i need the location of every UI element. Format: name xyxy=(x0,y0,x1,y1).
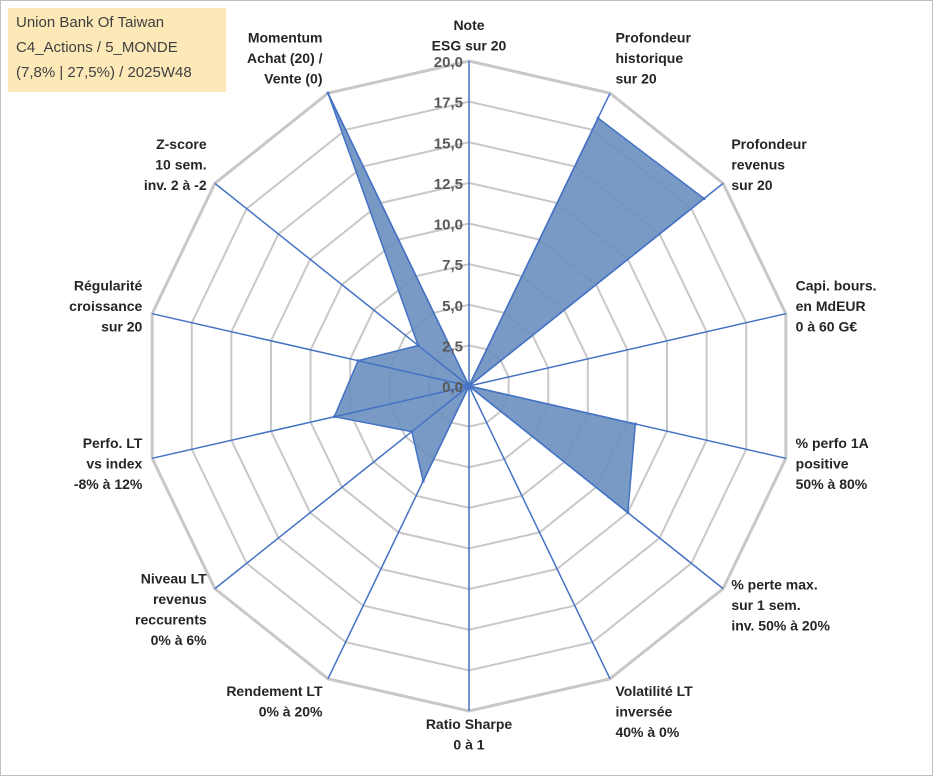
axis-label-13: Momentum Achat (20) / Vente (0) xyxy=(247,29,323,86)
axis-label-4-line-2: 50% à 80% xyxy=(796,476,868,492)
data-point-12 xyxy=(416,343,420,347)
tick-label-1: 2,5 xyxy=(442,338,463,355)
axis-label-9: Niveau LT revenus reccurents 0% à 6% xyxy=(135,571,207,649)
axis-label-12: Z-score 10 sem. inv. 2 à -2 xyxy=(144,136,207,193)
axis-label-3-line-1: en MdEUR xyxy=(796,298,866,314)
tick-label-6: 15,0 xyxy=(434,135,463,152)
axis-label-7: Ratio Sharpe 0 à 1 xyxy=(426,716,513,753)
spoke-5 xyxy=(468,385,724,590)
axis-label-5: % perte max. sur 1 sem. inv. 50% à 20% xyxy=(731,577,830,634)
axis-label-6-line-2: 40% à 0% xyxy=(615,724,679,740)
axis-label-6-line-1: inversée xyxy=(615,704,672,720)
data-point-7 xyxy=(467,384,471,388)
tick-label-8: 20,0 xyxy=(434,54,463,71)
axis-label-9-line-0: Niveau LT xyxy=(141,571,207,587)
axis-label-4-line-0: % perfo 1A xyxy=(796,435,869,451)
spoke-11 xyxy=(151,312,470,387)
data-point-9 xyxy=(410,430,414,434)
axis-label-8-line-0: Rendement LT xyxy=(226,683,323,699)
axis-label-0: Note ESG sur 20 xyxy=(432,17,507,54)
data-point-4 xyxy=(633,422,637,426)
axis-label-8-line-1: 0% à 20% xyxy=(259,704,323,720)
axis-label-6-line-0: Volatilité LT xyxy=(615,683,693,699)
axis-label-9-line-3: 0% à 6% xyxy=(151,632,208,648)
axis-label-0-line-1: ESG sur 20 xyxy=(432,38,507,54)
axis-label-9-line-2: reccurents xyxy=(135,612,207,628)
axis-label-10: Perfo. LT vs index -8% à 12% xyxy=(74,435,143,492)
tick-label-2: 5,0 xyxy=(442,298,463,315)
axis-label-13-line-0: Momentum xyxy=(248,29,323,45)
data-point-5 xyxy=(626,511,630,515)
data-point-11 xyxy=(356,359,360,363)
spoke-6 xyxy=(468,385,611,680)
info-line-category: C4_Actions / 5_MONDE xyxy=(16,39,178,56)
spoke-10 xyxy=(151,385,470,460)
axis-label-1-line-1: historique xyxy=(615,50,683,66)
axis-label-12-line-0: Z-score xyxy=(156,136,207,152)
axis-label-0-line-0: Note xyxy=(453,17,484,33)
axis-label-3: Capi. bours. en MdEUR 0 à 60 G€ xyxy=(796,278,877,335)
axis-label-12-line-1: 10 sem. xyxy=(155,156,206,172)
axis-label-1-line-2: sur 20 xyxy=(615,70,656,86)
tick-label-0: 0,0 xyxy=(442,379,463,396)
info-line-company: Union Bank Of Taiwan xyxy=(16,14,165,31)
axis-label-2: Profondeur revenus sur 20 xyxy=(731,136,807,193)
axis-label-13-line-1: Achat (20) / xyxy=(247,50,323,66)
axis-label-5-line-2: inv. 50% à 20% xyxy=(731,618,830,634)
spoke-1 xyxy=(468,92,611,387)
axis-label-2-line-2: sur 20 xyxy=(731,177,772,193)
axis-label-8: Rendement LT 0% à 20% xyxy=(226,683,323,720)
axis-label-6: Volatilité LT inversée 40% à 0% xyxy=(615,683,693,740)
axis-label-12-line-2: inv. 2 à -2 xyxy=(144,177,207,193)
axis-label-11-line-2: sur 20 xyxy=(101,319,142,335)
spoke-4 xyxy=(468,385,787,460)
data-point-13 xyxy=(326,91,330,95)
spoke-13 xyxy=(327,92,470,387)
axis-label-7-line-0: Ratio Sharpe xyxy=(426,716,513,732)
axis-label-10-line-2: -8% à 12% xyxy=(74,476,143,492)
axis-label-5-line-0: % perte max. xyxy=(731,577,817,593)
tick-label-4: 10,0 xyxy=(434,217,463,234)
axis-label-13-line-2: Vente (0) xyxy=(264,70,322,86)
tick-label-3: 7,5 xyxy=(442,257,463,274)
axis-label-4-line-1: positive xyxy=(796,455,849,471)
axis-label-2-line-0: Profondeur xyxy=(731,136,807,152)
axis-label-3-line-2: 0 à 60 G€ xyxy=(796,319,858,335)
tick-label-7: 17,5 xyxy=(434,95,463,112)
info-box: Union Bank Of Taiwan C4_Actions / 5_MOND… xyxy=(8,8,226,92)
data-point-8 xyxy=(421,479,425,483)
axis-label-5-line-1: sur 1 sem. xyxy=(731,597,800,613)
axis-label-10-line-0: Perfo. LT xyxy=(83,435,143,451)
axis-label-10-line-1: vs index xyxy=(86,455,142,471)
axis-label-9-line-1: revenus xyxy=(153,591,207,607)
info-line-period: (7,8% | 27,5%) / 2025W48 xyxy=(16,64,192,81)
axis-label-11-line-1: croissance xyxy=(69,298,142,314)
axis-label-11-line-0: Régularité xyxy=(74,278,143,294)
axis-label-4: % perfo 1A positive 50% à 80% xyxy=(796,435,869,492)
data-point-2 xyxy=(702,197,706,201)
axis-label-2-line-1: revenus xyxy=(731,156,785,172)
axis-label-1: Profondeur historique sur 20 xyxy=(615,29,691,86)
data-point-1 xyxy=(596,116,600,120)
spoke-8 xyxy=(327,385,470,680)
tick-label-5: 12,5 xyxy=(434,176,463,193)
axis-label-1-line-0: Profondeur xyxy=(615,29,691,45)
axis-label-11: Régularité croissance sur 20 xyxy=(69,278,142,335)
spoke-12 xyxy=(214,182,470,387)
spoke-9 xyxy=(214,385,470,590)
data-point-10 xyxy=(332,415,336,419)
spoke-2 xyxy=(468,182,724,387)
axis-label-7-line-1: 0 à 1 xyxy=(453,737,484,753)
axis-label-3-line-0: Capi. bours. xyxy=(796,278,877,294)
spoke-3 xyxy=(468,312,787,387)
